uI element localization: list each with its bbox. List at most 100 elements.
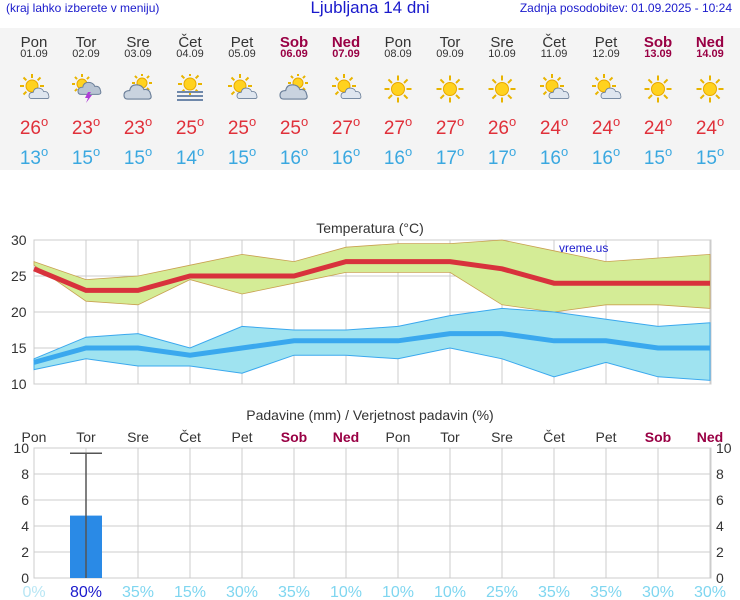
max-temperature-line [33,259,710,293]
precipitation-day-label: Pet [231,429,252,445]
temperature-y-tick: 20 [11,304,27,320]
max-temperature: 26o [19,114,49,139]
precipitation-probability: 35% [278,584,310,600]
degree-symbol: o [612,114,621,129]
degree-symbol: o [404,114,413,129]
precipitation-y-tick-left: 0 [21,570,29,586]
max-temperature: 24o [591,114,621,139]
degree-symbol: o [196,144,205,159]
max-temperature: 23o [123,114,153,139]
degree-symbol: o [300,144,309,159]
degree-symbol: o [144,144,153,159]
degree-symbol: o [352,144,361,159]
min-temperature: 15o [643,144,673,169]
max-temperature: 25o [279,114,309,139]
precipitation-day-label: Pon [22,429,47,445]
degree-symbol: o [92,144,101,159]
sun-cloud-icon [538,74,570,104]
sun-cloud-icon [18,74,50,104]
degree-symbol: o [352,114,361,129]
day-name: Pon [384,34,412,51]
degree-symbol: o [508,144,517,159]
precipitation-plot-area [33,447,712,579]
sun-cloud-icon [330,74,362,104]
temperature-y-tick: 10 [11,376,27,392]
day-name: Ned [331,34,361,51]
precipitation-day-label: Ned [333,429,359,445]
precipitation-y-tick-left: 6 [21,492,29,508]
degree-symbol: o [144,114,153,129]
degree-symbol: o [560,114,569,129]
day-date: 12.09 [592,48,620,60]
chart-credit: vreme.us [559,241,608,255]
day-name: Sre [490,34,514,51]
precipitation-probability: 10% [330,584,362,600]
precipitation-probability: 80% [70,584,102,600]
degree-symbol: o [404,144,413,159]
day-date: 08.09 [384,48,412,60]
day-date: 10.09 [488,48,516,60]
sun-cloud-icon [590,74,622,104]
sun-icon [642,74,674,104]
fog-sun-icon [174,72,206,104]
cloud-sun-icon [278,73,310,104]
day-name: Ned [695,34,725,51]
day-date: 05.09 [228,48,256,60]
max-temperature: 23o [71,114,101,139]
precipitation-day-label: Tor [440,429,460,445]
degree-symbol: o [248,114,257,129]
precipitation-probability: 35% [538,584,570,600]
day-name: Čet [542,34,566,51]
day-date: 02.09 [72,48,100,60]
temperature-y-tick: 15 [11,340,27,356]
max-temperature: 24o [643,114,673,139]
max-temperature: 25o [227,114,257,139]
precipitation-day-label: Sre [127,429,149,445]
day-name: Čet [178,34,202,51]
degree-symbol: o [664,144,673,159]
page-title: Ljubljana 14 dni [310,0,430,17]
day-name: Tor [75,34,97,51]
day-name: Tor [439,34,461,51]
min-temperature: 13o [19,144,49,169]
precipitation-day-label: Sob [281,429,307,445]
degree-symbol: o [40,114,49,129]
precipitation-probability: 10% [382,584,414,600]
precipitation-y-tick-left: 10 [13,440,29,456]
day-date: 13.09 [644,48,672,60]
day-date: 09.09 [436,48,464,60]
precipitation-y-tick-right: 10 [716,440,732,456]
sun-icon [382,74,414,104]
precipitation-probability: 30% [226,584,258,600]
min-temperature: 17o [487,144,517,169]
day-date: 03.09 [124,48,152,60]
day-name: Sre [126,34,150,51]
degree-symbol: o [664,114,673,129]
precipitation-y-tick-right: 8 [716,466,724,482]
min-temperature: 15o [123,144,153,169]
temperature-y-tick: 25 [11,268,27,284]
precipitation-probability: 35% [122,584,154,600]
min-temperature: 16o [591,144,621,169]
sun-cloud-icon [226,74,258,104]
precipitation-y-tick-left: 8 [21,466,29,482]
day-date: 11.09 [540,48,568,60]
forecast-days: Pon 01.09 26o 13o Tor 02.09 23o 15o Sre 03.09 23o 1… [0,28,740,170]
degree-symbol: o [248,144,257,159]
precipitation-chart-title: Padavine (mm) / Verjetnost padavin (%) [246,407,493,423]
precipitation-day-label: Sob [645,429,671,445]
degree-symbol: o [716,114,725,129]
min-temperature: 15o [227,144,257,169]
min-temperature: 16o [539,144,569,169]
day-date: 06.09 [280,48,308,60]
degree-symbol: o [456,114,465,129]
max-temperature: 27o [331,114,361,139]
degree-symbol: o [456,144,465,159]
day-date: 07.09 [332,48,360,60]
max-temperature: 27o [383,114,413,139]
precipitation-day-label: Sre [491,429,513,445]
last-updated: Zadnja posodobitev: 01.09.2025 - 10:24 [519,1,732,15]
precipitation-day-label: Pon [386,429,411,445]
precipitation-probability: 30% [642,584,674,600]
degree-symbol: o [300,114,309,129]
